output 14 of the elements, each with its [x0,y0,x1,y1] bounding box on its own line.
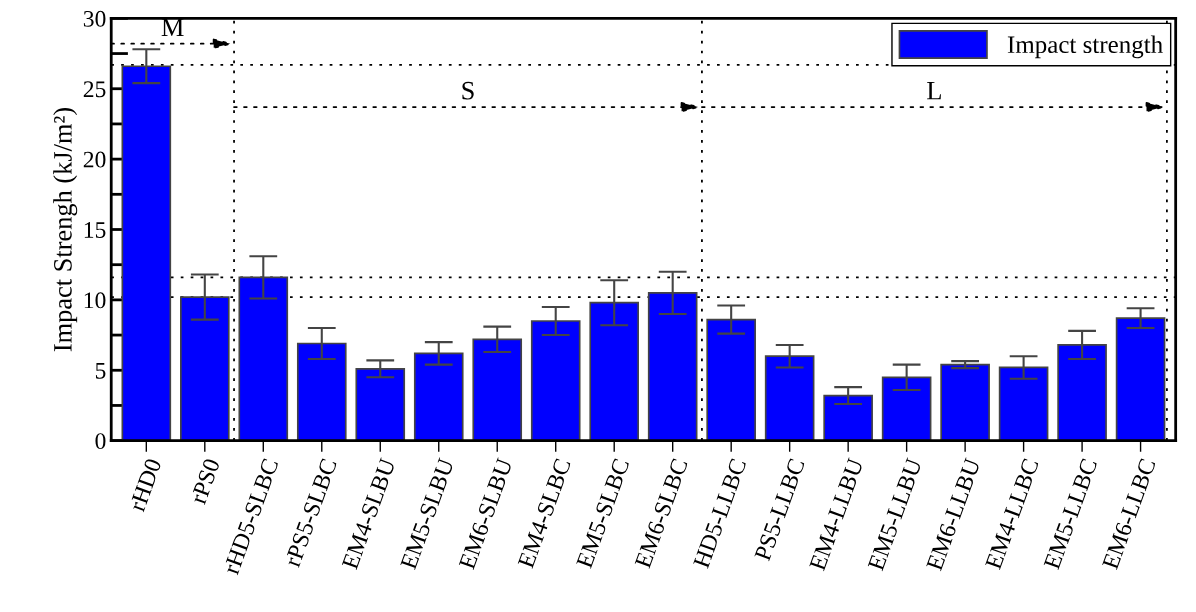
legend-label: Impact strength [1007,35,1163,59]
annotation: M [161,18,184,36]
y-tick-label: 10 [84,292,106,309]
y-tick-label: 0 [95,433,106,450]
annotation: L [927,82,941,100]
annotation: S [462,81,474,100]
y-tick-label: 20 [83,151,106,168]
y-tick-label: 25 [83,81,106,98]
x-tick-label: rHD0 [128,457,162,513]
y-tick-label: 30 [83,10,106,27]
y-tick-label: 5 [95,362,106,379]
y-tick-label: 15 [84,222,106,238]
y-axis-title: Impact Strengh (kJ/m²) [53,107,78,352]
x-tick-label: rPS0 [189,457,221,506]
